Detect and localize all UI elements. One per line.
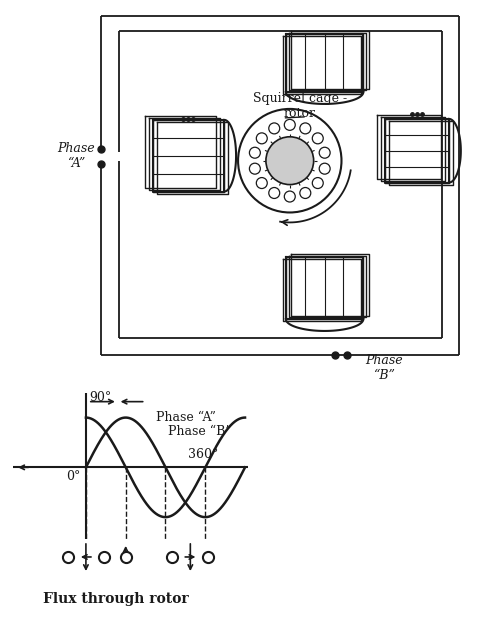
Text: 90°: 90° — [90, 391, 112, 404]
Circle shape — [250, 147, 260, 158]
Text: 0°: 0° — [66, 470, 80, 483]
Text: Phase “B”: Phase “B” — [168, 425, 232, 438]
Circle shape — [300, 123, 311, 134]
Text: Phase
“A”: Phase “A” — [57, 142, 95, 170]
Circle shape — [266, 137, 314, 185]
Circle shape — [284, 191, 295, 202]
Text: 360°: 360° — [188, 448, 218, 461]
Text: Flux through rotor: Flux through rotor — [43, 592, 189, 606]
Circle shape — [269, 188, 280, 199]
Circle shape — [319, 147, 330, 158]
Circle shape — [284, 119, 295, 130]
Text: Squirrel cage -
rotor: Squirrel cage - rotor — [252, 92, 347, 120]
Circle shape — [312, 133, 323, 144]
Circle shape — [319, 163, 330, 174]
Circle shape — [256, 178, 268, 188]
Text: Phase
“B”: Phase “B” — [366, 354, 403, 382]
Circle shape — [300, 188, 311, 199]
Circle shape — [256, 133, 268, 144]
Text: Phase “A”: Phase “A” — [156, 411, 216, 424]
Circle shape — [269, 123, 280, 134]
Circle shape — [312, 178, 323, 188]
Circle shape — [250, 163, 260, 174]
